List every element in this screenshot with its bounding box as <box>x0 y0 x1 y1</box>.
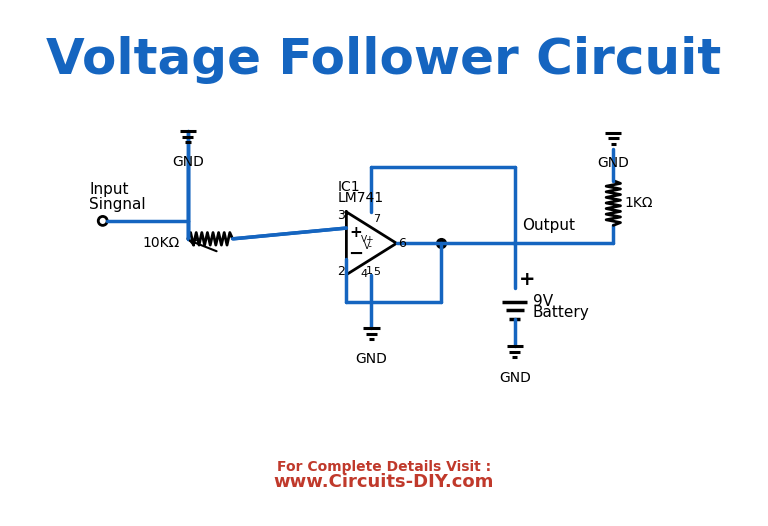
Text: +: + <box>349 225 362 240</box>
Text: 5: 5 <box>373 268 380 278</box>
Text: −: − <box>348 245 363 263</box>
Text: GND: GND <box>356 352 387 366</box>
Text: GND: GND <box>598 156 629 170</box>
Text: 3: 3 <box>336 209 345 222</box>
Text: Output: Output <box>522 218 575 233</box>
Text: GND: GND <box>499 371 531 386</box>
Text: V-: V- <box>363 242 372 251</box>
Text: www.Circuits-DIY.com: www.Circuits-DIY.com <box>274 473 494 491</box>
Text: GND: GND <box>172 155 204 169</box>
Text: 1KΩ: 1KΩ <box>624 196 653 210</box>
Text: 1: 1 <box>366 266 373 276</box>
Text: LM741: LM741 <box>337 191 383 205</box>
Text: For Complete Details Visit :: For Complete Details Visit : <box>277 460 491 474</box>
Text: 7: 7 <box>373 214 380 224</box>
Text: Voltage Follower Circuit: Voltage Follower Circuit <box>46 36 722 84</box>
Text: Singnal: Singnal <box>89 197 146 213</box>
Text: 2: 2 <box>336 265 345 278</box>
Text: +: + <box>519 270 536 289</box>
Text: Input: Input <box>89 182 129 197</box>
Text: IC1: IC1 <box>337 180 360 194</box>
Text: 10KΩ: 10KΩ <box>142 236 180 250</box>
Text: V+: V+ <box>361 235 375 244</box>
Text: 4: 4 <box>361 269 368 279</box>
Text: Battery: Battery <box>533 305 590 320</box>
Text: 9V: 9V <box>533 294 553 309</box>
Text: 6: 6 <box>399 237 406 250</box>
